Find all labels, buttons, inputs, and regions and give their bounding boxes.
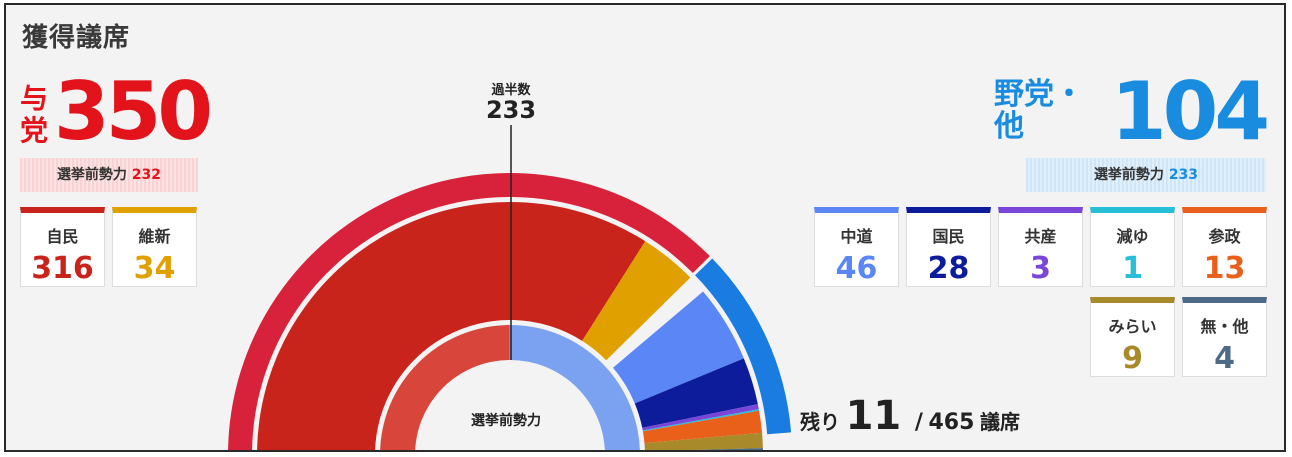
inner-ring [380, 325, 640, 450]
remaining-total: 465 [928, 410, 975, 435]
outer-ring-segment-0 [228, 173, 710, 450]
party-seats: 46 [835, 251, 878, 286]
party-seats: 13 [1203, 251, 1246, 286]
remaining-separator: / [914, 410, 923, 435]
middle-ring-segment-3 [613, 291, 744, 404]
outer-ring [228, 173, 792, 450]
remaining-seats: 残り 11 / 465 議席 [800, 393, 1020, 439]
opposition-pre-election: 選挙前勢力 233 [1026, 158, 1266, 192]
ruling-label: 与党 [20, 82, 49, 147]
middle-ring-segment-6 [642, 409, 760, 432]
ruling-pre-value: 232 [131, 167, 162, 183]
seat-chart [228, 125, 792, 450]
majority-label: 過半数 233 [476, 79, 546, 122]
middle-ring-segment-8 [644, 432, 763, 450]
page-title: 獲得議席 [22, 23, 131, 53]
opposition-label: 野党・他 [994, 77, 1084, 144]
party-name: 国民 [932, 227, 965, 246]
opposition-pre-label: 選挙前勢力 [1093, 167, 1164, 183]
party-card-kokumin: 国民 28 [906, 207, 991, 287]
middle-ring-segment-9 [694, 448, 763, 450]
party-seats: 34 [133, 251, 176, 286]
party-name: 自民 [46, 227, 79, 246]
middle-ring-segment-7 [642, 410, 763, 444]
middle-ring-segment-2 [606, 277, 704, 368]
party-name: 中道 [840, 227, 873, 246]
pre-election-center-label: 選挙前勢力 [471, 413, 541, 429]
middle-ring-segment-4 [634, 358, 758, 428]
ruling-pre-label: 選挙前勢力 [56, 167, 127, 183]
party-card-genyu: 減ゆ 1 [1090, 207, 1175, 287]
party-name: みらい [1108, 317, 1157, 336]
inner-ring-segment-2 [509, 325, 640, 450]
party-card-kyosan: 共産 3 [998, 207, 1083, 287]
majority-title: 過半数 [491, 83, 531, 98]
party-card-chudo: 中道 46 [814, 207, 899, 287]
party-card-sansei: 参政 13 [1182, 207, 1267, 287]
outer-ring-segment-1 [695, 258, 792, 435]
party-seats: 28 [927, 251, 970, 286]
ruling-pre-election: 選挙前勢力 232 [20, 158, 198, 192]
middle-ring-segment-5 [642, 404, 759, 431]
inner-ring-segment-0 [380, 325, 510, 450]
party-card-mirai: みらい 9 [1090, 297, 1175, 377]
remaining-unit: 議席 [979, 410, 1020, 434]
middle-ring-segment-1 [582, 241, 691, 361]
majority-value: 233 [485, 96, 537, 124]
remaining-label: 残り [800, 410, 840, 434]
ruling-total: 350 [54, 65, 213, 158]
election-results-panel: 獲得議席 与党 350 選挙前勢力 232 自民 316 維新 34 野党・他 … [4, 3, 1286, 452]
middle-ring-segment-0 [257, 202, 646, 450]
party-seats: 4 [1214, 341, 1235, 376]
party-card-independent: 無・他 4 [1182, 297, 1267, 377]
opposition-pre-value: 233 [1168, 167, 1199, 183]
party-card-jimin: 自民 316 [20, 207, 105, 287]
party-card-ishin: 維新 34 [112, 207, 197, 287]
party-name: 維新 [138, 227, 171, 246]
remaining-value: 11 [845, 393, 902, 439]
party-seats: 3 [1030, 251, 1051, 286]
party-seats: 316 [31, 251, 94, 286]
middle-ring [257, 202, 763, 450]
party-name: 減ゆ [1116, 227, 1149, 246]
party-seats: 9 [1122, 341, 1143, 376]
opposition-total: 104 [1111, 65, 1270, 158]
party-name: 共産 [1024, 227, 1057, 246]
party-name: 参政 [1208, 227, 1241, 246]
party-name: 無・他 [1200, 317, 1249, 336]
outer-ring-segment-2 [767, 435, 792, 450]
party-seats: 1 [1122, 251, 1143, 286]
